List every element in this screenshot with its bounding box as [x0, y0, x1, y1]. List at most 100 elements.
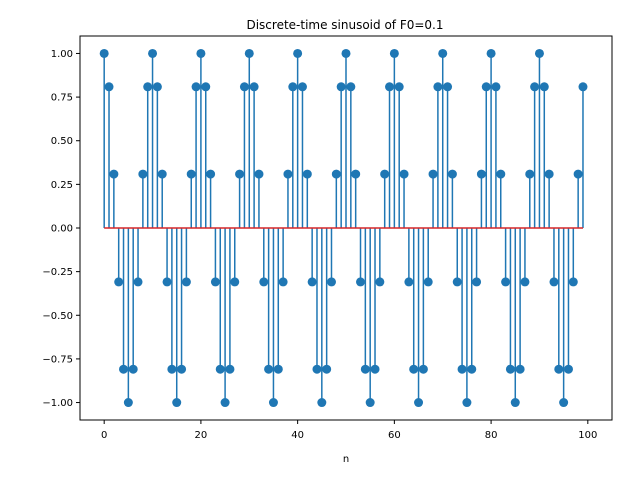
stem-marker	[568, 277, 578, 287]
stem-marker	[264, 364, 274, 374]
stem-marker	[394, 82, 404, 92]
stem-marker	[549, 277, 559, 287]
y-tick-label: −1.00	[42, 398, 73, 409]
stem-marker	[428, 169, 438, 179]
stem-marker	[380, 169, 390, 179]
stem-marker	[196, 48, 206, 58]
y-tick-label: −0.75	[42, 354, 73, 365]
chart-title: Discrete-time sinusoid of F0=0.1	[246, 18, 443, 32]
stem-marker	[225, 364, 235, 374]
stem-marker	[177, 364, 187, 374]
stem-marker	[510, 398, 520, 408]
stem-marker	[389, 48, 399, 58]
stem-marker	[578, 82, 588, 92]
stem-marker	[525, 169, 535, 179]
stem-marker	[462, 398, 472, 408]
stem-marker	[230, 277, 240, 287]
stem-marker	[356, 277, 366, 287]
stem-marker	[414, 398, 424, 408]
stem-marker	[481, 82, 491, 92]
stem-marker	[486, 48, 496, 58]
stem-marker	[162, 277, 172, 287]
stem-marker	[491, 82, 501, 92]
x-tick-label: 80	[485, 430, 498, 441]
stem-marker	[239, 82, 249, 92]
stem-marker	[534, 48, 544, 58]
stem-marker	[515, 364, 525, 374]
stem-marker	[259, 277, 269, 287]
stem-marker	[123, 398, 133, 408]
stem-marker	[133, 277, 143, 287]
stem-marker	[559, 398, 569, 408]
y-tick-label: 1.00	[51, 49, 73, 60]
stem-marker	[447, 169, 457, 179]
stem-marker	[119, 364, 129, 374]
stem-marker	[235, 169, 245, 179]
x-axis-label: n	[343, 454, 349, 465]
stem-marker	[283, 169, 293, 179]
stem-marker	[341, 48, 351, 58]
stem-marker	[346, 82, 356, 92]
stem-marker	[418, 364, 428, 374]
stem-marker	[220, 398, 230, 408]
stem-marker	[172, 398, 182, 408]
stem-marker	[114, 277, 124, 287]
x-tick-label: 60	[388, 430, 401, 441]
stem-marker	[297, 82, 307, 92]
stem-marker	[351, 169, 361, 179]
stem-marker	[109, 169, 119, 179]
y-tick-label: 0.00	[51, 224, 73, 235]
stem-marker	[278, 277, 288, 287]
stem-marker	[317, 398, 327, 408]
stem-marker	[206, 169, 216, 179]
stem-marker	[370, 364, 380, 374]
stem-marker	[433, 82, 443, 92]
stem-marker	[244, 48, 254, 58]
stem-marker	[210, 277, 220, 287]
stem-marker	[501, 277, 511, 287]
stem-marker	[302, 169, 312, 179]
y-tick-label: −0.50	[42, 311, 73, 322]
stem-marker	[138, 169, 148, 179]
stem-marker	[573, 169, 583, 179]
stem-marker	[128, 364, 138, 374]
plot-area	[99, 48, 588, 408]
stem-marker	[322, 364, 332, 374]
stem-marker	[476, 169, 486, 179]
x-tick-label: 100	[578, 430, 597, 441]
stem-marker	[215, 364, 225, 374]
stem-marker	[249, 82, 259, 92]
stem-marker	[438, 48, 448, 58]
stem-marker	[530, 82, 540, 92]
stem-marker	[399, 169, 409, 179]
y-tick-label: 0.75	[51, 93, 73, 104]
stem-marker	[104, 82, 114, 92]
x-axis: 0 20 40 60 80 100	[101, 420, 597, 441]
stem-marker	[404, 277, 414, 287]
stem-marker	[423, 277, 433, 287]
stem-marker	[268, 398, 278, 408]
stem-marker	[288, 82, 298, 92]
stem-marker	[254, 169, 264, 179]
stem-marker	[326, 277, 336, 287]
stem-marker	[293, 48, 303, 58]
stem-marker	[452, 277, 462, 287]
stem-marker	[496, 169, 506, 179]
stem-marker	[157, 169, 167, 179]
stem-marker	[307, 277, 317, 287]
stem-marker	[181, 277, 191, 287]
stem-marker	[457, 364, 467, 374]
stem-marker	[99, 48, 109, 58]
stem-marker	[152, 82, 162, 92]
stem-marker	[409, 364, 419, 374]
y-tick-label: 0.25	[51, 180, 73, 191]
stem-marker	[375, 277, 385, 287]
stem-marker	[544, 169, 554, 179]
stem-marker	[143, 82, 153, 92]
stem-marker	[443, 82, 453, 92]
y-tick-label: −0.25	[42, 267, 73, 278]
y-tick-label: 0.50	[51, 136, 73, 147]
stem-marker	[336, 82, 346, 92]
stem-marker	[554, 364, 564, 374]
